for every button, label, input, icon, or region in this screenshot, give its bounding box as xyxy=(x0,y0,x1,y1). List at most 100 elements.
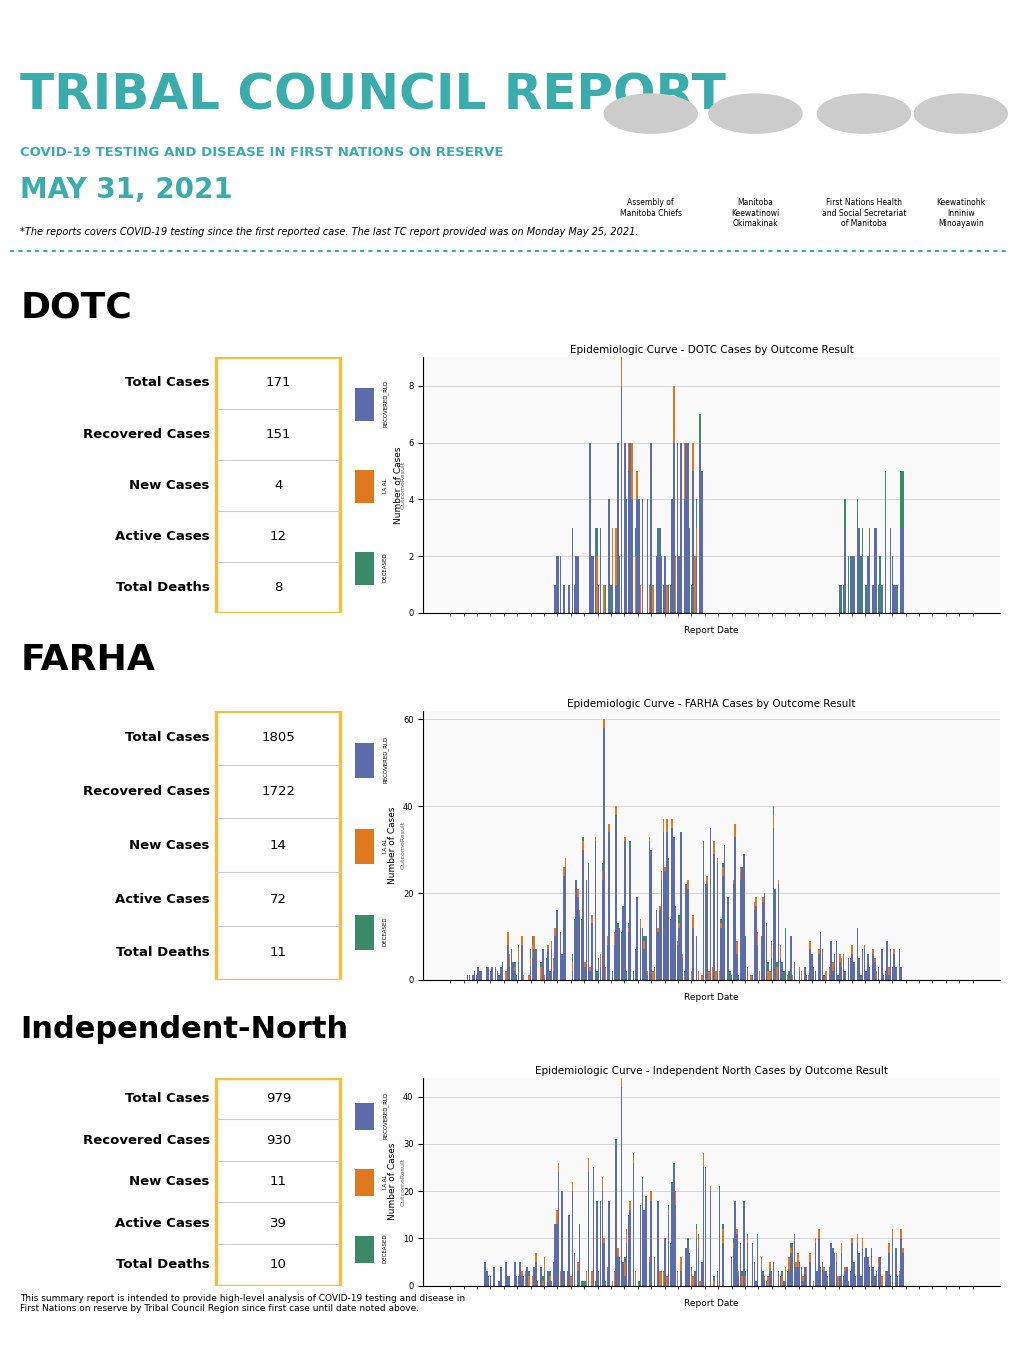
Bar xyxy=(709,1190,710,1286)
Bar xyxy=(851,945,852,954)
Bar xyxy=(596,1205,597,1286)
Bar xyxy=(675,556,676,613)
Y-axis label: Number of Cases: Number of Cases xyxy=(388,1143,397,1220)
Bar xyxy=(734,824,735,837)
Bar xyxy=(614,527,616,584)
Bar xyxy=(540,966,541,980)
Bar xyxy=(746,1238,747,1243)
Bar xyxy=(705,885,707,980)
Text: Active Cases: Active Cases xyxy=(115,530,210,542)
Bar xyxy=(516,976,517,980)
Bar xyxy=(891,1238,893,1286)
Bar xyxy=(695,556,697,613)
Bar xyxy=(854,1276,856,1286)
Bar xyxy=(775,962,776,966)
Bar xyxy=(817,1229,819,1238)
Bar xyxy=(621,932,622,936)
Bar xyxy=(721,867,722,875)
Bar xyxy=(613,945,614,980)
Bar xyxy=(577,897,578,980)
Bar xyxy=(717,972,719,980)
Bar xyxy=(898,950,899,980)
Bar xyxy=(781,966,783,980)
Bar xyxy=(589,972,590,980)
Bar xyxy=(875,527,876,613)
Bar xyxy=(851,954,852,980)
Bar xyxy=(616,923,619,928)
Bar xyxy=(779,945,781,958)
Bar xyxy=(627,928,629,932)
Bar xyxy=(523,976,524,980)
Bar xyxy=(842,958,844,980)
Text: Assembly of
Manitoba Chiefs: Assembly of Manitoba Chiefs xyxy=(620,198,681,217)
Bar xyxy=(873,1276,874,1286)
Bar xyxy=(876,584,878,613)
Bar xyxy=(861,1248,862,1286)
Text: Total Deaths: Total Deaths xyxy=(116,580,210,594)
Bar xyxy=(800,1267,801,1286)
Bar xyxy=(835,1253,837,1263)
Bar xyxy=(883,972,886,980)
Bar xyxy=(355,1102,374,1129)
Bar xyxy=(619,556,620,584)
Bar xyxy=(832,962,833,972)
Bar xyxy=(695,1224,697,1229)
Bar xyxy=(626,1229,627,1243)
Bar xyxy=(479,972,480,980)
Bar xyxy=(741,1272,742,1276)
Bar xyxy=(805,976,807,980)
Bar xyxy=(741,1276,742,1286)
Bar xyxy=(777,1272,779,1286)
Bar xyxy=(614,584,616,613)
Bar xyxy=(856,1234,857,1243)
Bar xyxy=(614,815,616,980)
Bar xyxy=(847,1282,849,1286)
Bar xyxy=(614,806,616,815)
Bar xyxy=(481,972,482,980)
Bar xyxy=(597,962,599,980)
Bar xyxy=(662,819,663,832)
Bar xyxy=(788,1257,789,1272)
Bar xyxy=(730,976,732,980)
Bar xyxy=(543,1272,545,1286)
Y-axis label: Number of Cases: Number of Cases xyxy=(393,446,403,525)
Text: 151: 151 xyxy=(265,428,290,440)
Bar xyxy=(621,386,622,613)
Bar xyxy=(856,527,857,613)
Bar xyxy=(822,976,824,980)
Bar xyxy=(744,1276,746,1286)
Bar xyxy=(573,919,575,928)
Bar xyxy=(839,584,840,613)
Bar xyxy=(606,1272,607,1286)
Bar xyxy=(477,966,479,980)
Bar xyxy=(611,972,612,980)
Bar xyxy=(876,966,878,980)
Bar xyxy=(781,1272,783,1276)
Bar xyxy=(572,954,573,962)
Bar xyxy=(657,932,658,980)
Bar xyxy=(826,1276,827,1282)
Bar xyxy=(608,1200,609,1286)
Bar xyxy=(467,976,468,980)
Bar xyxy=(536,1282,538,1286)
Bar xyxy=(568,1215,570,1286)
Bar xyxy=(844,1272,845,1286)
Text: I.A.AL: I.A.AL xyxy=(382,477,387,493)
Bar xyxy=(746,966,747,980)
Bar xyxy=(732,1248,734,1286)
Bar xyxy=(861,1238,862,1248)
Bar xyxy=(697,1234,698,1238)
Bar xyxy=(669,1243,671,1248)
Text: 72: 72 xyxy=(269,893,286,905)
Bar xyxy=(863,950,864,980)
Bar xyxy=(669,919,671,980)
Bar xyxy=(687,1238,688,1243)
Bar xyxy=(575,881,576,980)
Bar xyxy=(756,1238,758,1286)
Text: OutcomeResult: OutcomeResult xyxy=(400,1158,406,1205)
Bar xyxy=(487,1276,489,1286)
Bar xyxy=(594,837,595,841)
Bar xyxy=(876,1257,878,1267)
Text: Total Cases: Total Cases xyxy=(125,1093,210,1105)
Bar xyxy=(514,966,516,972)
